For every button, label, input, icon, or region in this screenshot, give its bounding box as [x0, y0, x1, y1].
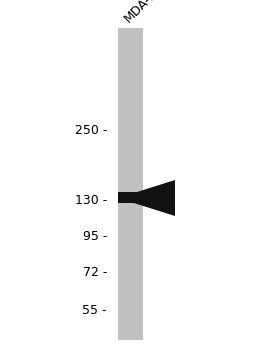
Text: 72 -: 72 - [83, 265, 107, 278]
Text: 130 -: 130 - [75, 194, 107, 206]
Text: MDA-MB-453: MDA-MB-453 [122, 0, 188, 25]
Text: 250 -: 250 - [75, 123, 107, 136]
Text: 55 -: 55 - [82, 303, 107, 316]
Text: 95 -: 95 - [83, 230, 107, 243]
Bar [118, 192, 143, 203]
Bar [118, 28, 143, 340]
Polygon shape [118, 180, 175, 216]
